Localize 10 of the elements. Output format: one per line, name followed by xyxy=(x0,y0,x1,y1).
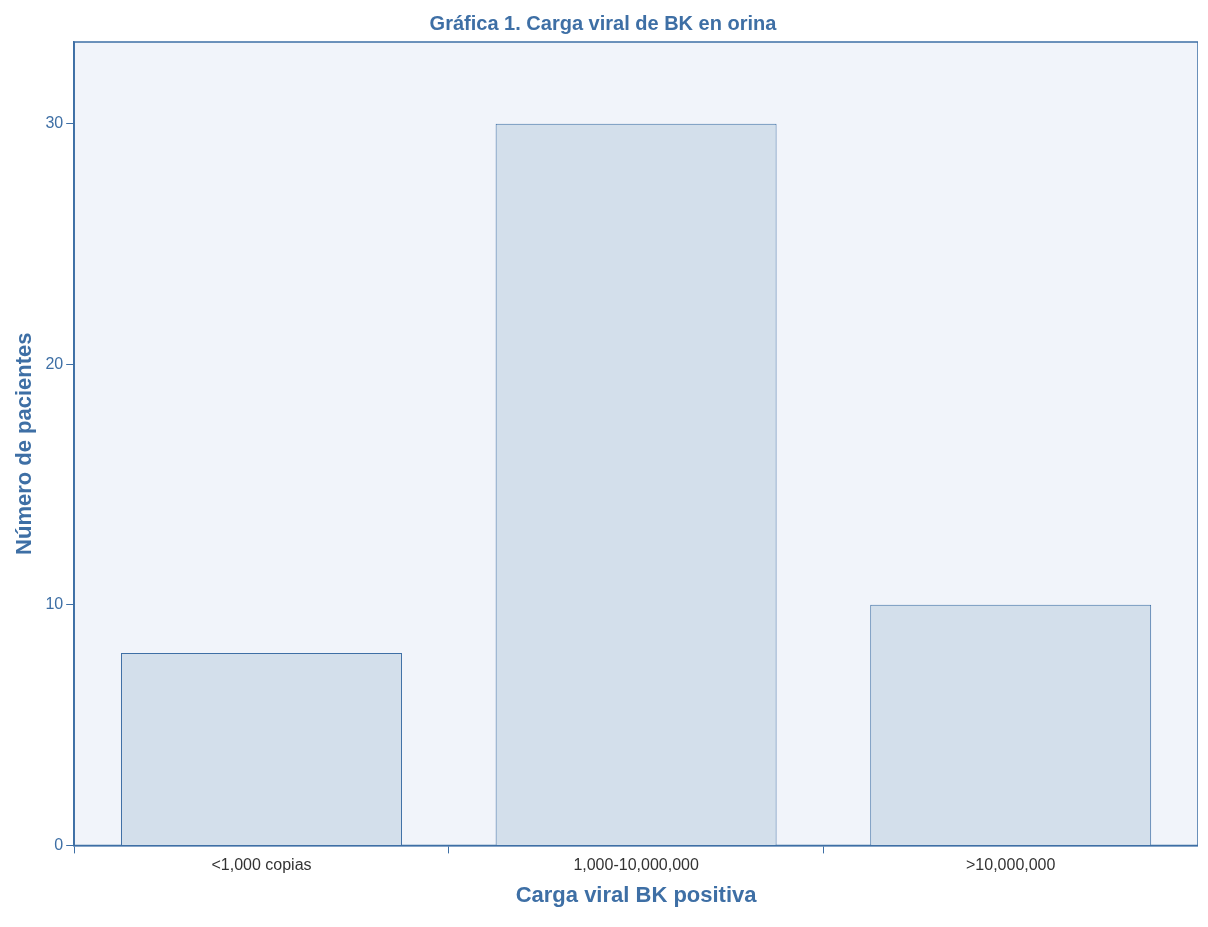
chart-title: Gráfica 1. Carga viral de BK en orina xyxy=(429,11,778,34)
y-tick-label: 30 xyxy=(45,114,64,132)
x-tick-label: 1,000-10,000,000 xyxy=(573,856,699,874)
y-tick-label: 20 xyxy=(45,354,64,372)
y-axis-title: Número de pacientes xyxy=(11,332,37,555)
y-tick-label: 0 xyxy=(54,835,64,853)
x-tick-label: <1,000 copias xyxy=(211,856,312,874)
x-tick-label: >10,000,000 xyxy=(965,856,1056,874)
x-axis-title: Carga viral BK positiva xyxy=(515,881,758,907)
y-tick-label: 10 xyxy=(45,595,64,613)
